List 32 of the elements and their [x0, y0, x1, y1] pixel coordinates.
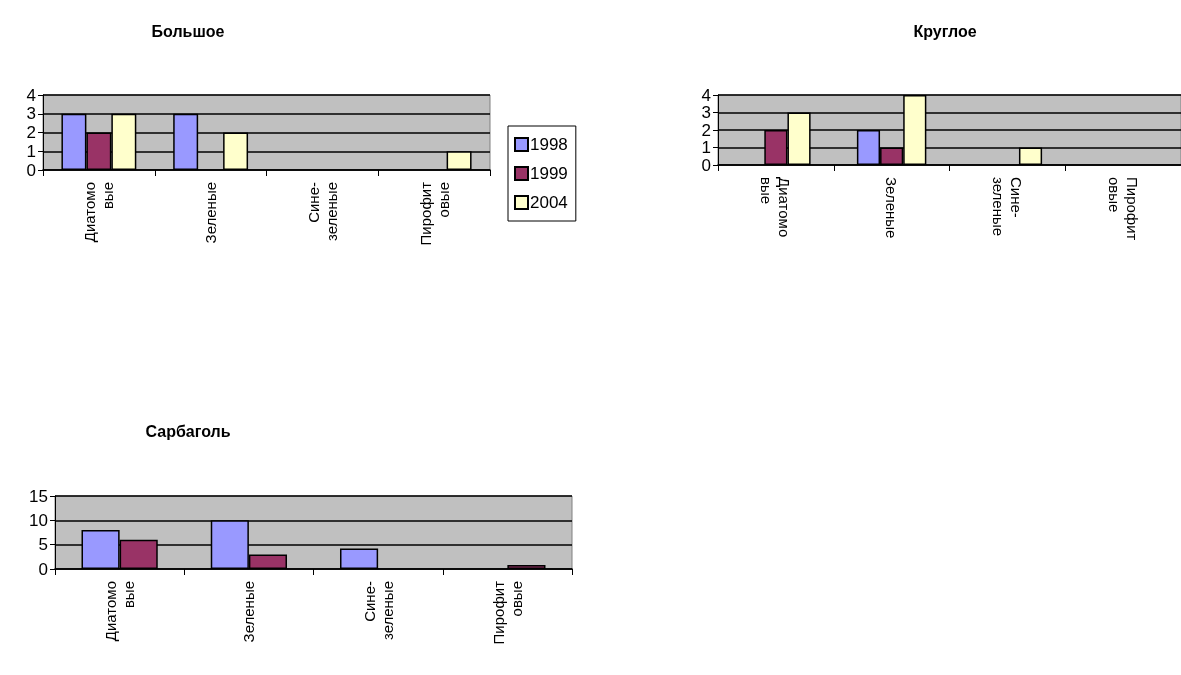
y-tick-label: 0 — [38, 559, 48, 579]
legend-label: 1999 — [530, 164, 568, 183]
chart-title: Большое — [151, 22, 225, 40]
x-tick-label: Пирофит овые — [416, 181, 452, 246]
y-tick-label: 5 — [38, 535, 48, 555]
y-tick-label: 3 — [701, 103, 711, 122]
y-tick-label: 2 — [26, 123, 36, 142]
x-tick-label: Сине- зеленые — [304, 182, 340, 242]
y-tick-label: 0 — [701, 155, 711, 175]
legend-label: 2004 — [530, 193, 568, 212]
y-tick-label: 4 — [701, 85, 711, 105]
x-tick-label: Диатомо вые — [758, 177, 794, 238]
legend-label: 1998 — [530, 135, 568, 154]
chart-title: Круглое — [913, 22, 977, 40]
x-tick-label: Сине- зеленые — [989, 177, 1025, 237]
x-tick-label: Диатомо вые — [102, 581, 138, 642]
y-tick-label: 4 — [26, 85, 36, 105]
x-tick-label: Пирофит овые — [489, 580, 525, 645]
y-tick-label: 3 — [26, 104, 36, 124]
x-tick-label: Сине- зеленые — [360, 581, 396, 641]
y-tick-label: 1 — [26, 141, 36, 161]
y-tick-label: 1 — [701, 138, 711, 157]
y-tick-label: 2 — [701, 120, 711, 140]
x-tick-label: Диатомо вые — [81, 182, 117, 243]
x-tick-label: Зеленые — [202, 182, 220, 244]
y-tick-label: 15 — [29, 486, 48, 506]
chart-title: Сарбаголь — [145, 422, 231, 440]
x-tick-label: Зеленые — [240, 581, 258, 643]
y-tick-label: 0 — [26, 160, 36, 180]
x-tick-label: Пирофит овые — [1105, 177, 1141, 241]
y-tick-label: 10 — [29, 510, 48, 530]
x-tick-label: Зеленые — [883, 177, 901, 239]
